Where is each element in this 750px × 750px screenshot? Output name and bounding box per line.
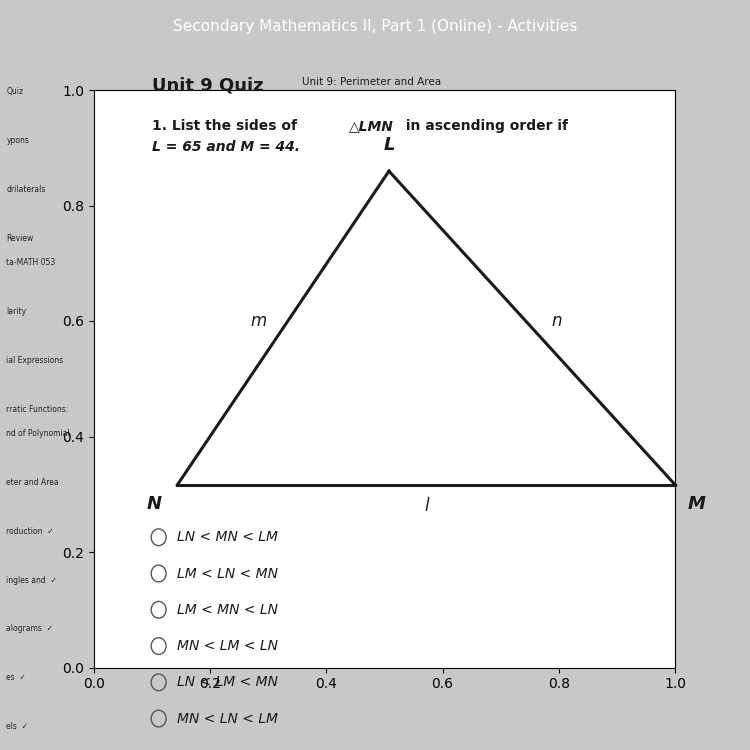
Text: 1. List the sides of: 1. List the sides of xyxy=(152,118,302,133)
Text: L: L xyxy=(383,136,394,154)
Text: MN < LM < LN: MN < LM < LN xyxy=(177,639,278,653)
Text: els  ✓: els ✓ xyxy=(6,722,28,731)
Text: in ascending order if: in ascending order if xyxy=(401,118,568,133)
Text: LN < LM < MN: LN < LM < MN xyxy=(177,675,278,689)
Text: ial Expressions: ial Expressions xyxy=(6,356,64,365)
Text: ta-MATH 053: ta-MATH 053 xyxy=(6,258,56,267)
Text: Unit 9 Quiz: Unit 9 Quiz xyxy=(152,77,264,95)
Text: ingles and  ✓: ingles and ✓ xyxy=(6,576,57,585)
Text: drilaterals: drilaterals xyxy=(6,185,46,194)
Text: eter and Area: eter and Area xyxy=(6,478,59,487)
Text: L = 65 and M = 44.: L = 65 and M = 44. xyxy=(152,140,301,154)
Text: n: n xyxy=(552,312,562,330)
Text: alograms  ✓: alograms ✓ xyxy=(6,625,53,634)
Text: l: l xyxy=(424,497,428,515)
Text: roduction  ✓: roduction ✓ xyxy=(6,526,54,536)
Text: N: N xyxy=(146,496,162,514)
Text: MN < LN < LM: MN < LN < LM xyxy=(177,712,278,725)
Text: LM < MN < LN: LM < MN < LN xyxy=(177,603,278,616)
Text: es  ✓: es ✓ xyxy=(6,674,26,682)
Text: M: M xyxy=(688,496,706,514)
Text: Review: Review xyxy=(6,234,34,243)
Text: LM < LN < MN: LM < LN < MN xyxy=(177,566,278,580)
Text: larity: larity xyxy=(6,307,26,316)
Text: m: m xyxy=(250,312,266,330)
Text: nd of Polynomial: nd of Polynomial xyxy=(6,429,70,438)
Text: Unit 9: Perimeter and Area: Unit 9: Perimeter and Area xyxy=(302,77,441,87)
Text: △LMN: △LMN xyxy=(349,118,393,133)
Text: LN < MN < LM: LN < MN < LM xyxy=(177,530,278,544)
Text: ypons: ypons xyxy=(6,136,29,146)
Text: Secondary Mathematics II, Part 1 (Online) - Activities: Secondary Mathematics II, Part 1 (Online… xyxy=(172,19,578,34)
Text: Quiz: Quiz xyxy=(6,88,23,97)
Text: rratic Functions:: rratic Functions: xyxy=(6,405,69,414)
